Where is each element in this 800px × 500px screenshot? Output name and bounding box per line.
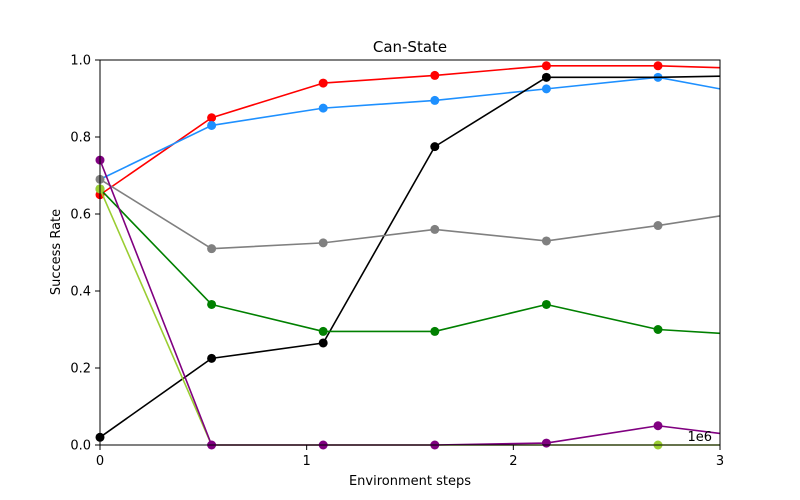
y-tick-label: 0.2: [70, 362, 91, 377]
series-5-point: [318, 326, 328, 336]
series-5-point: [541, 299, 551, 309]
series-2-point: [207, 120, 217, 130]
series-line-2: [99, 76, 720, 181]
y-tick-label: 0.4: [70, 285, 91, 300]
axes-layer: 0 1 2 3 0.0 0.2 0.4 0.6 0.8 1.0: [70, 54, 724, 470]
series-7-point: [653, 421, 663, 431]
series-4-point: [541, 236, 551, 246]
series-2-point: [318, 103, 328, 113]
y-tick-label: 0.0: [70, 439, 91, 454]
series-3-point: [318, 338, 328, 348]
chart-title: Can-State: [373, 38, 447, 56]
series-line-5: [99, 188, 720, 335]
x-axis-offset-label: 1e6: [687, 430, 712, 445]
series-3-point: [541, 72, 551, 82]
series-5-point: [653, 325, 663, 334]
series-1-point: [207, 113, 217, 123]
y-tick-label: 1.0: [70, 54, 91, 69]
series-7-point: [541, 438, 551, 448]
series-line-6: [99, 188, 720, 446]
y-tick-label: 0.8: [70, 131, 91, 146]
series-1-point: [541, 61, 551, 71]
series-3-point: [430, 142, 440, 152]
series-1-point: [430, 70, 440, 80]
series-5-point: [207, 299, 217, 309]
series-1-point: [653, 61, 663, 71]
series-4-point: [653, 221, 663, 231]
x-tick-label: 1: [303, 454, 311, 469]
x-tick-label: 0: [96, 454, 104, 469]
series-4-point: [207, 244, 217, 254]
series-4-point: [318, 238, 328, 248]
series-line-1: [99, 64, 720, 196]
plot-layer: [95, 61, 720, 450]
x-tick-label: 3: [716, 454, 724, 469]
series-3-point: [207, 353, 217, 363]
x-axis-label: Environment steps: [349, 474, 471, 489]
series-2-point: [541, 84, 551, 94]
y-axis-label: Success Rate: [49, 209, 64, 295]
series-4-point: [430, 224, 440, 234]
x-tick-label: 2: [509, 454, 517, 469]
series-5-point: [430, 326, 440, 336]
plot-frame: [99, 59, 721, 446]
y-tick-label: 0.6: [70, 208, 91, 223]
series-2-point: [430, 95, 440, 105]
series-1-point: [318, 78, 328, 88]
